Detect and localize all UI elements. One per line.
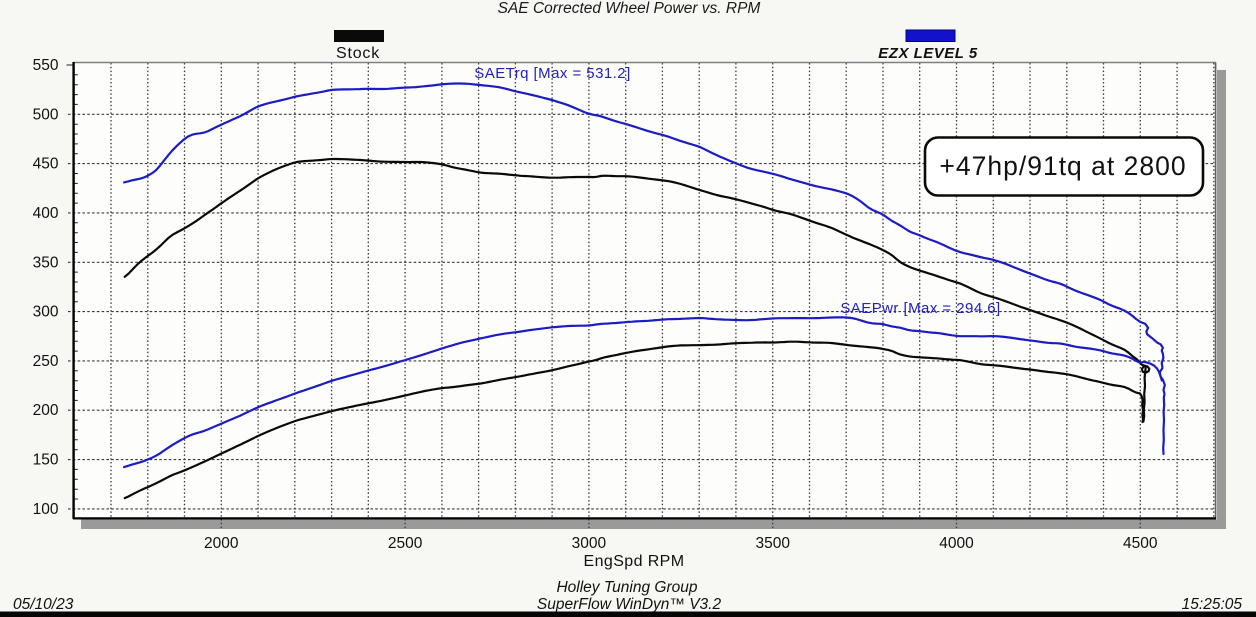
svg-text:2000: 2000 bbox=[204, 535, 239, 552]
svg-text:SuperFlow WinDyn™ V3.2: SuperFlow WinDyn™ V3.2 bbox=[537, 596, 722, 613]
svg-text:Stock: Stock bbox=[336, 45, 380, 62]
svg-text:SAEPwr [Max = 294.6]: SAEPwr [Max = 294.6] bbox=[840, 300, 1000, 317]
svg-text:500: 500 bbox=[33, 106, 59, 123]
svg-text:550: 550 bbox=[33, 57, 59, 74]
svg-text:4000: 4000 bbox=[939, 535, 974, 552]
svg-text:+47hp/91tq at 2800: +47hp/91tq at 2800 bbox=[939, 151, 1186, 181]
svg-text:350: 350 bbox=[33, 254, 59, 271]
svg-text:SAE Corrected Wheel Power vs.: SAE Corrected Wheel Power vs. RPM bbox=[498, 0, 761, 17]
svg-text:200: 200 bbox=[33, 402, 59, 419]
svg-text:150: 150 bbox=[33, 452, 59, 469]
svg-text:EZX LEVEL 5: EZX LEVEL 5 bbox=[878, 45, 978, 62]
svg-text:250: 250 bbox=[33, 353, 59, 370]
svg-text:450: 450 bbox=[33, 156, 59, 173]
svg-text:3500: 3500 bbox=[755, 535, 790, 552]
svg-text:15:25:05: 15:25:05 bbox=[1182, 596, 1243, 613]
svg-text:EngSpd RPM: EngSpd RPM bbox=[584, 553, 685, 570]
svg-text:100: 100 bbox=[33, 501, 59, 518]
svg-text:Holley Tuning Group: Holley Tuning Group bbox=[556, 579, 697, 596]
svg-text:400: 400 bbox=[33, 205, 59, 222]
svg-text:SAETrq [Max = 531.2]: SAETrq [Max = 531.2] bbox=[474, 65, 630, 82]
svg-text:300: 300 bbox=[33, 304, 59, 321]
svg-text:05/10/23: 05/10/23 bbox=[13, 596, 74, 613]
svg-text:2500: 2500 bbox=[388, 535, 423, 552]
svg-text:4500: 4500 bbox=[1123, 535, 1158, 552]
svg-text:3000: 3000 bbox=[572, 535, 607, 552]
